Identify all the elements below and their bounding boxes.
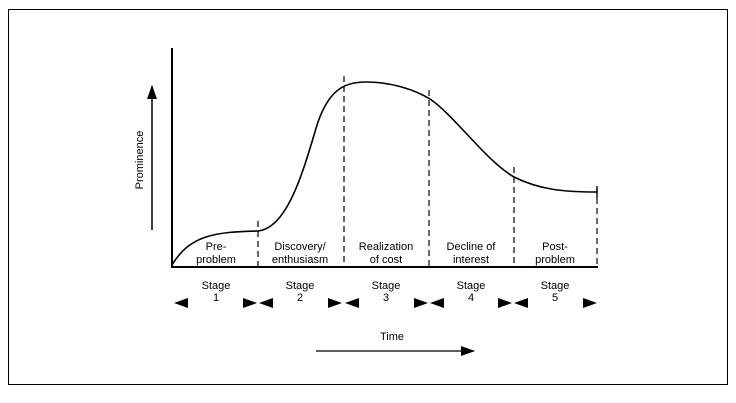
- phase-label-5-line-1: Post-: [542, 241, 568, 253]
- stage-label-4-line-2: 4: [468, 292, 474, 304]
- phase-labels: Pre- problem Discovery/ enthusiasm Reali…: [196, 241, 575, 266]
- stage-3-left-arrow: [345, 298, 359, 308]
- stage-label-5-line-2: 5: [552, 292, 558, 304]
- phase-label-4-line-1: Decline of: [447, 241, 497, 253]
- stage-5-left-arrow: [514, 298, 528, 308]
- phase-label-2-line-2: enthusiasm: [272, 254, 328, 266]
- phase-label-2-line-1: Discovery/: [274, 241, 326, 253]
- figure-frame: [8, 9, 728, 385]
- stage-labels: Stage 1 Stage 2 Stage 3 Stage 4 Stage 5: [202, 280, 570, 304]
- stage-2-left-arrow: [259, 298, 273, 308]
- prominence-curve: [171, 81, 598, 266]
- y-axis-label: Prominence: [134, 131, 146, 190]
- stage-arrows: [174, 298, 597, 308]
- stage-label-2-line-2: 2: [297, 292, 303, 304]
- stage-2-right-arrow: [328, 298, 342, 308]
- phase-label-3-line-2: of cost: [370, 254, 402, 266]
- stage-5-right-arrow: [583, 298, 597, 308]
- stage-label-2-line-1: Stage: [286, 280, 315, 292]
- stage-4-right-arrow: [498, 298, 512, 308]
- stage-3-right-arrow: [414, 298, 428, 308]
- x-axis-label: Time: [380, 331, 404, 343]
- stage-label-3-line-2: 3: [383, 292, 389, 304]
- stage-label-4-line-1: Stage: [457, 280, 486, 292]
- stage-label-1-line-1: Stage: [202, 280, 231, 292]
- phase-label-1-line-2: problem: [196, 254, 236, 266]
- stage-4-left-arrow: [430, 298, 444, 308]
- phase-label-1-line-1: Pre-: [206, 241, 227, 253]
- stage-label-1-line-2: 1: [213, 292, 219, 304]
- stage-label-5-line-1: Stage: [541, 280, 570, 292]
- phase-label-3-line-1: Realization: [359, 241, 413, 253]
- stage-1-left-arrow: [174, 298, 188, 308]
- phase-label-5-line-2: problem: [535, 254, 575, 266]
- stage-label-3-line-1: Stage: [372, 280, 401, 292]
- stage-1-right-arrow: [243, 298, 257, 308]
- phase-label-4-line-2: interest: [453, 254, 489, 266]
